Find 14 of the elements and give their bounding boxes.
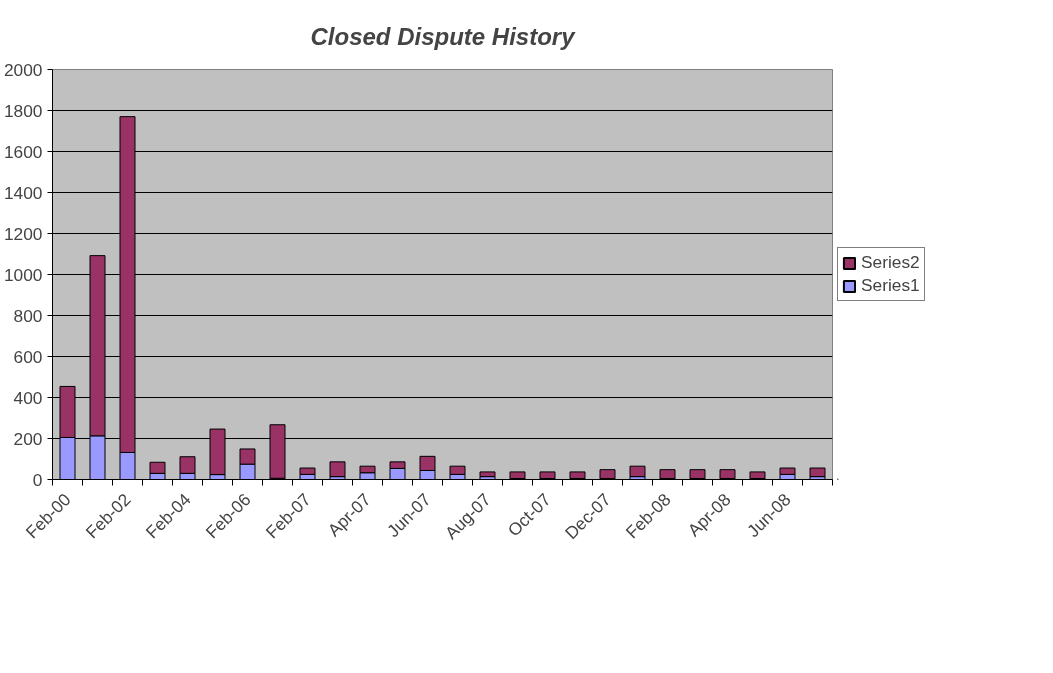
legend-label: Series2 xyxy=(861,252,920,273)
y-tick-label: 1600 xyxy=(3,141,43,162)
y-tick-label: 1400 xyxy=(3,182,43,203)
y-tick-label: 800 xyxy=(13,305,43,326)
y-tick-label: 400 xyxy=(13,387,43,408)
chart-title: Closed Dispute History xyxy=(310,22,577,50)
y-tick-label: 0 xyxy=(32,469,43,490)
y-tick-label: 2000 xyxy=(3,59,43,80)
legend-label: Series1 xyxy=(861,275,920,296)
y-tick-label: 1200 xyxy=(3,223,43,244)
y-tick-label: 1800 xyxy=(3,100,43,121)
y-tick-label: 600 xyxy=(13,346,43,367)
y-tick-label: 200 xyxy=(13,428,43,449)
y-tick-label: 1000 xyxy=(3,264,43,285)
